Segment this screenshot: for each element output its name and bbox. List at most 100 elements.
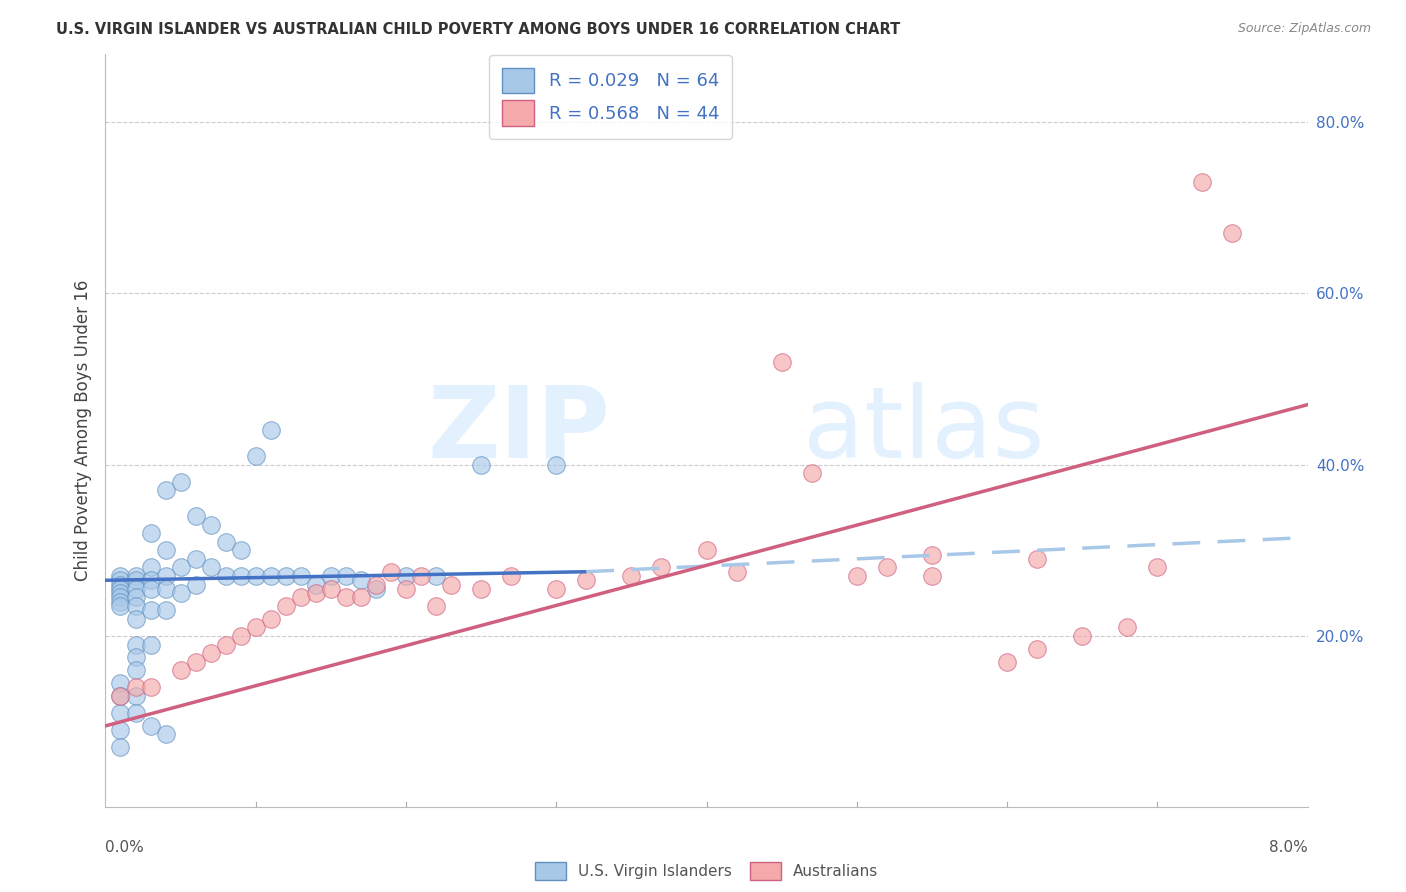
Point [696,543,718,558]
Point [184,577,207,591]
Point [229,543,252,558]
Point [1026,641,1049,656]
Point [200,517,222,532]
Point [274,599,297,613]
Point [335,569,357,583]
Point [260,424,283,438]
Point [305,586,328,600]
Point [184,655,207,669]
Point [124,582,146,596]
Text: atlas: atlas [803,382,1045,479]
Point [440,577,463,591]
Point [124,689,146,703]
Text: 8.0%: 8.0% [1268,840,1308,855]
Point [350,591,373,605]
Point [214,569,236,583]
Point [274,569,297,583]
Point [110,591,132,605]
Point [319,582,342,596]
Point [1191,175,1213,189]
Point [124,706,146,720]
Point [921,569,943,583]
Point [124,638,146,652]
Point [169,586,191,600]
Point [124,663,146,677]
Point [110,689,132,703]
Point [290,569,312,583]
Point [184,552,207,566]
Point [800,467,823,481]
Point [725,565,748,579]
Point [155,727,177,741]
Point [1222,227,1244,241]
Point [921,548,943,562]
Point [364,577,387,591]
Point [169,663,191,677]
Point [139,560,162,574]
Point [470,582,492,596]
Point [124,612,146,626]
Point [139,574,162,588]
Point [395,582,418,596]
Point [139,638,162,652]
Point [124,599,146,613]
Point [110,723,132,738]
Point [110,740,132,755]
Point [770,355,793,369]
Point [139,603,162,617]
Point [260,612,283,626]
Point [501,569,523,583]
Point [124,574,146,588]
Point [575,574,598,588]
Point [124,681,146,695]
Point [214,638,236,652]
Point [364,582,387,596]
Point [124,591,146,605]
Legend: U.S. Virgin Islanders, Australians: U.S. Virgin Islanders, Australians [529,855,884,887]
Point [110,574,132,588]
Point [395,569,418,583]
Point [139,526,162,541]
Point [155,603,177,617]
Point [546,458,568,472]
Point [155,543,177,558]
Point [409,569,432,583]
Point [1026,552,1049,566]
Point [139,582,162,596]
Point [110,676,132,690]
Point [260,569,283,583]
Point [229,629,252,643]
Point [110,586,132,600]
Point [335,591,357,605]
Point [1071,629,1094,643]
Point [184,509,207,524]
Point [214,534,236,549]
Point [110,569,132,583]
Point [380,565,402,579]
Point [425,599,447,613]
Point [124,569,146,583]
Text: U.S. VIRGIN ISLANDER VS AUSTRALIAN CHILD POVERTY AMONG BOYS UNDER 16 CORRELATION: U.S. VIRGIN ISLANDER VS AUSTRALIAN CHILD… [56,22,900,37]
Point [200,560,222,574]
Point [110,599,132,613]
Point [155,582,177,596]
Point [124,650,146,665]
Point [290,591,312,605]
Point [1146,560,1168,574]
Text: Source: ZipAtlas.com: Source: ZipAtlas.com [1237,22,1371,36]
Point [319,569,342,583]
Point [245,569,267,583]
Y-axis label: Child Poverty Among Boys Under 16: Child Poverty Among Boys Under 16 [73,280,91,581]
Point [110,577,132,591]
Point [470,458,492,472]
Text: 0.0%: 0.0% [105,840,145,855]
Point [110,706,132,720]
Point [229,569,252,583]
Point [139,719,162,733]
Point [155,483,177,498]
Point [876,560,898,574]
Point [620,569,643,583]
Point [845,569,868,583]
Point [200,646,222,660]
Point [169,560,191,574]
